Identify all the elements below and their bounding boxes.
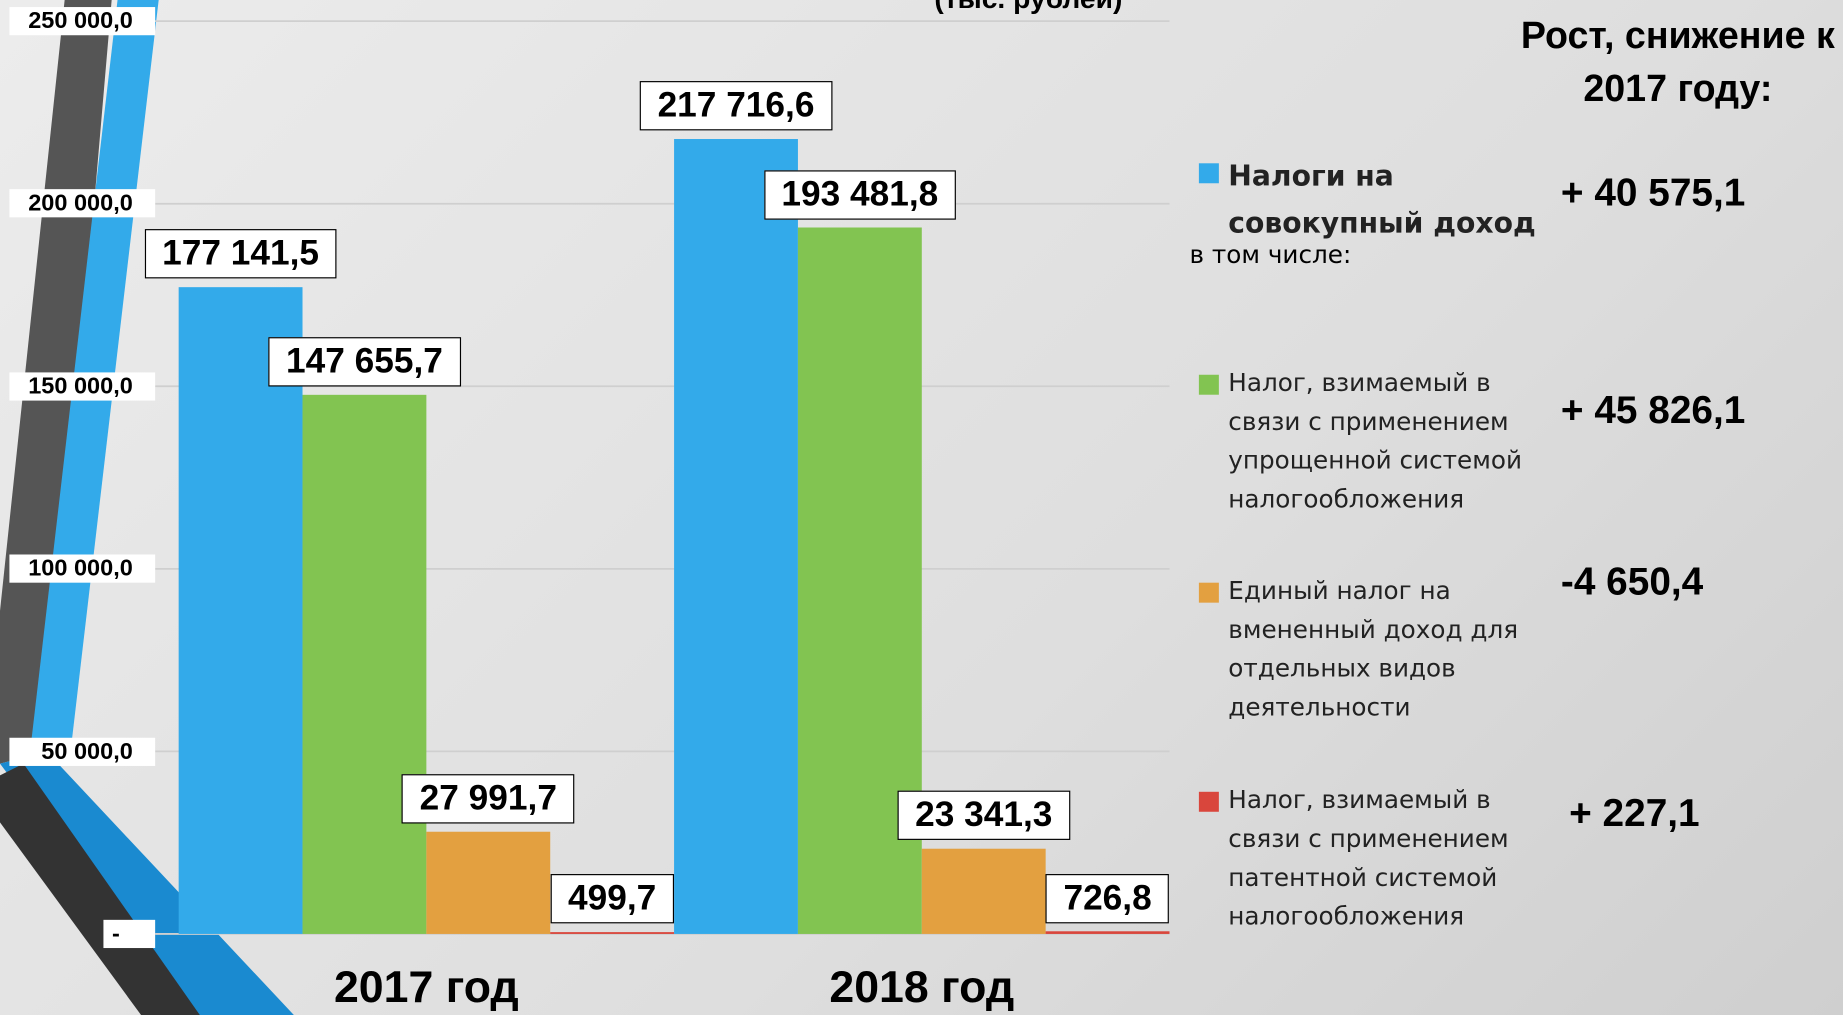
legend-label: Единый налог на вмененный доход для отде… (1228, 576, 1519, 722)
legend-label: Налог, взимаемый в связи с применением у… (1228, 368, 1523, 514)
y-tick-label: - (103, 919, 156, 949)
change-value: + 40 575,1 (1560, 170, 1746, 214)
x-tick-label: 2017 год (333, 963, 519, 1013)
legend-label: Налоги на совокупный доход (1228, 159, 1536, 240)
subtitle: (тыс. рублей) (934, 0, 1122, 16)
value-label: 147 655,7 (268, 337, 461, 387)
change-value: + 45 826,1 (1560, 387, 1746, 432)
y-tick-label: 100 000,0 (9, 554, 156, 583)
value-label: 499,7 (550, 874, 674, 924)
legend-swatch (1198, 374, 1219, 395)
legend-swatch (1198, 163, 1219, 184)
x-tick-label: 2018 год (829, 963, 1015, 1013)
decor-stripe (0, 751, 294, 1015)
value-label: 23 341,3 (897, 791, 1070, 841)
decor-stripe (0, 763, 200, 1015)
legend-label: Налог, взимаемый в связи с применением п… (1228, 785, 1509, 931)
value-label: 27 991,7 (402, 774, 575, 824)
change-value: + 227,1 (1569, 790, 1700, 835)
value-label: 193 481,8 (763, 169, 956, 220)
y-tick-label: 50 000,0 (9, 737, 156, 766)
y-tick-label: 150 000,0 (9, 372, 156, 401)
y-tick-label: 200 000,0 (9, 189, 156, 218)
value-label: 217 716,6 (639, 81, 833, 131)
y-tick-label: 250 000,0 (9, 7, 156, 36)
value-label: 726,8 (1045, 873, 1170, 924)
bar (674, 139, 798, 934)
bar (921, 848, 1046, 934)
changes-title: Рост, снижение к 2017 году: (1520, 14, 1835, 110)
bar (178, 287, 303, 934)
bar (550, 932, 675, 934)
value-label: 177 141,5 (144, 229, 337, 279)
bar (1045, 931, 1170, 934)
change-value: -4 650,4 (1560, 559, 1704, 603)
legend-swatch (1198, 791, 1219, 812)
legend-swatch (1198, 582, 1219, 603)
bar (426, 831, 551, 934)
bar (302, 394, 427, 934)
legend-note: в том числе: (1189, 240, 1352, 270)
